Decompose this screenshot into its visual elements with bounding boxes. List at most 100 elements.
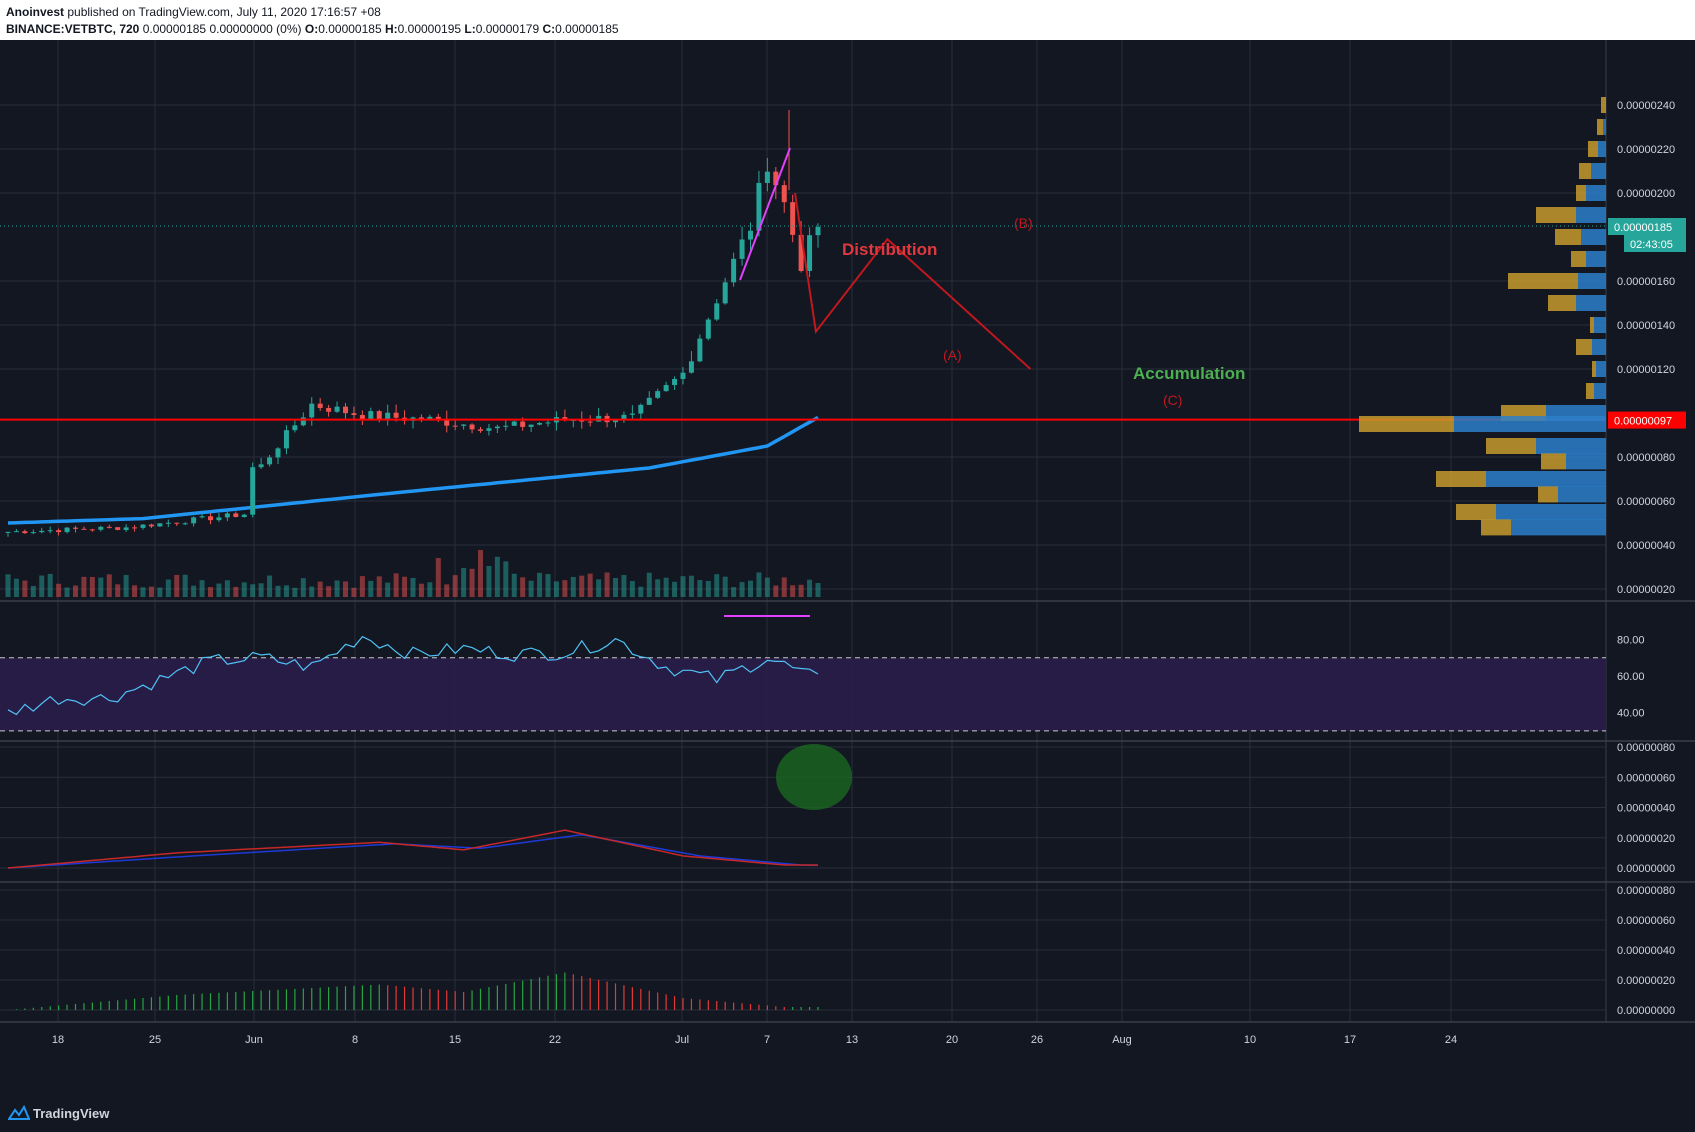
candle-body xyxy=(444,419,450,426)
volume-bar xyxy=(562,580,568,597)
volume-bar xyxy=(486,565,492,597)
volume-bar xyxy=(469,568,475,597)
candle-body xyxy=(182,523,188,525)
volume-bar xyxy=(123,574,129,597)
price-tick-label: 0.00000060 xyxy=(1617,496,1675,508)
price-tick-label: 0.00000220 xyxy=(1617,144,1675,156)
time-tick-label: 10 xyxy=(1244,1034,1256,1046)
volume-bar xyxy=(553,581,559,597)
volume-bar xyxy=(402,576,408,597)
volume-profile-down-bar xyxy=(1555,229,1581,245)
price-tick-label: 0.00000080 xyxy=(1617,452,1675,464)
candle-body xyxy=(385,412,391,420)
candle-body xyxy=(123,527,129,530)
candle-body xyxy=(39,530,45,533)
volume-bar xyxy=(705,580,711,597)
candle-body xyxy=(98,526,104,530)
volume-profile-up-bar xyxy=(1594,383,1606,399)
candle-body xyxy=(478,429,483,431)
author-name[interactable]: Anoinvest xyxy=(6,5,65,19)
volume-profile-down-bar xyxy=(1601,97,1606,113)
volume-profile-up-bar xyxy=(1486,471,1606,487)
current-price: 0.00000185 xyxy=(142,22,207,36)
macd-tick-label: 0.00000020 xyxy=(1617,833,1675,845)
countdown-label: 02:43:05 xyxy=(1630,239,1673,251)
macd-tick-label: 0.00000060 xyxy=(1617,772,1675,784)
candle-body xyxy=(359,415,365,420)
time-tick-label: 20 xyxy=(946,1034,958,1046)
time-tick-label: 24 xyxy=(1445,1034,1457,1046)
rsi-band xyxy=(0,657,1606,731)
volume-bar xyxy=(309,586,315,597)
time-tick-label: Aug xyxy=(1112,1034,1132,1046)
volume-bar xyxy=(376,576,382,597)
low-value: 0.00000179 xyxy=(475,22,540,36)
volume-profile-up-bar xyxy=(1586,185,1606,201)
tradingview-logo-icon[interactable] xyxy=(8,1104,30,1122)
candle-body xyxy=(503,425,509,427)
price-tick-label: 0.00000160 xyxy=(1617,276,1675,288)
volume-bar xyxy=(157,587,163,597)
high-label: H: xyxy=(384,22,398,36)
candle-body xyxy=(317,403,323,408)
candle-body xyxy=(435,416,441,420)
volume-bar xyxy=(731,587,737,597)
candle-body xyxy=(697,338,703,362)
macd-tick-label: 0.00000080 xyxy=(1617,742,1675,754)
volume-bar xyxy=(359,576,365,597)
tradingview-brand[interactable]: TradingView xyxy=(33,1106,110,1121)
volume-bar xyxy=(368,580,374,597)
candle-body xyxy=(427,416,433,421)
volume-bar xyxy=(39,575,45,597)
price-tick-label: 0.00000200 xyxy=(1617,188,1675,200)
volume-bar xyxy=(444,584,450,597)
candle-body xyxy=(174,522,180,524)
volume-profile-down-bar xyxy=(1576,185,1586,201)
candle-body xyxy=(722,282,728,304)
candle-body xyxy=(191,517,197,524)
volume-bar xyxy=(596,579,602,597)
time-tick-label: 26 xyxy=(1031,1034,1043,1046)
volume-profile-down-bar xyxy=(1436,471,1486,487)
candle-body xyxy=(309,403,315,418)
price-tick-label: 0.00000040 xyxy=(1617,540,1675,552)
symbol-line: BINANCE:VETBTC, 720 0.00000185 0.0000000… xyxy=(6,22,619,36)
volume-bar xyxy=(89,577,95,597)
volume-profile-up-bar xyxy=(1603,119,1606,135)
chart-canvas[interactable]: Distribution (A) (B) Accumulation (C) 0.00000… xyxy=(0,40,1695,1096)
volume-bar xyxy=(807,579,813,597)
candle-body xyxy=(81,528,87,530)
volume-bar xyxy=(98,577,104,597)
candle-body xyxy=(22,531,28,534)
candle-body xyxy=(705,319,711,339)
candle-body xyxy=(73,527,78,529)
volume-profile-down-bar xyxy=(1586,383,1594,399)
candle-body xyxy=(275,448,281,458)
volume-bar xyxy=(224,580,230,597)
volume-bar xyxy=(688,575,694,597)
volume-bar xyxy=(680,576,686,597)
candle-body xyxy=(283,430,289,449)
volume-bar xyxy=(773,585,779,597)
candle-body xyxy=(621,414,627,421)
candle-body xyxy=(790,202,796,235)
candle-body xyxy=(326,407,332,412)
volume-profile-up-bar xyxy=(1511,519,1606,536)
wave-projection-line xyxy=(794,192,1032,370)
volume-bar xyxy=(30,585,36,597)
candle-body xyxy=(89,529,95,531)
candle-body xyxy=(731,258,737,283)
candle-body xyxy=(292,425,298,431)
volume-bar xyxy=(579,575,585,597)
volume-profile-down-bar xyxy=(1592,361,1596,377)
candle-body xyxy=(140,524,146,528)
volume-profile-up-bar xyxy=(1576,207,1606,223)
volume-bar xyxy=(334,580,340,597)
volume-bar xyxy=(494,556,500,597)
volume-profile-down-bar xyxy=(1579,163,1591,179)
price-tick-label: 0.00000020 xyxy=(1617,584,1675,596)
volume-profile-up-bar xyxy=(1592,339,1606,355)
volume-bar xyxy=(241,582,247,597)
macd-line xyxy=(7,829,818,869)
volume-bar xyxy=(418,583,424,597)
